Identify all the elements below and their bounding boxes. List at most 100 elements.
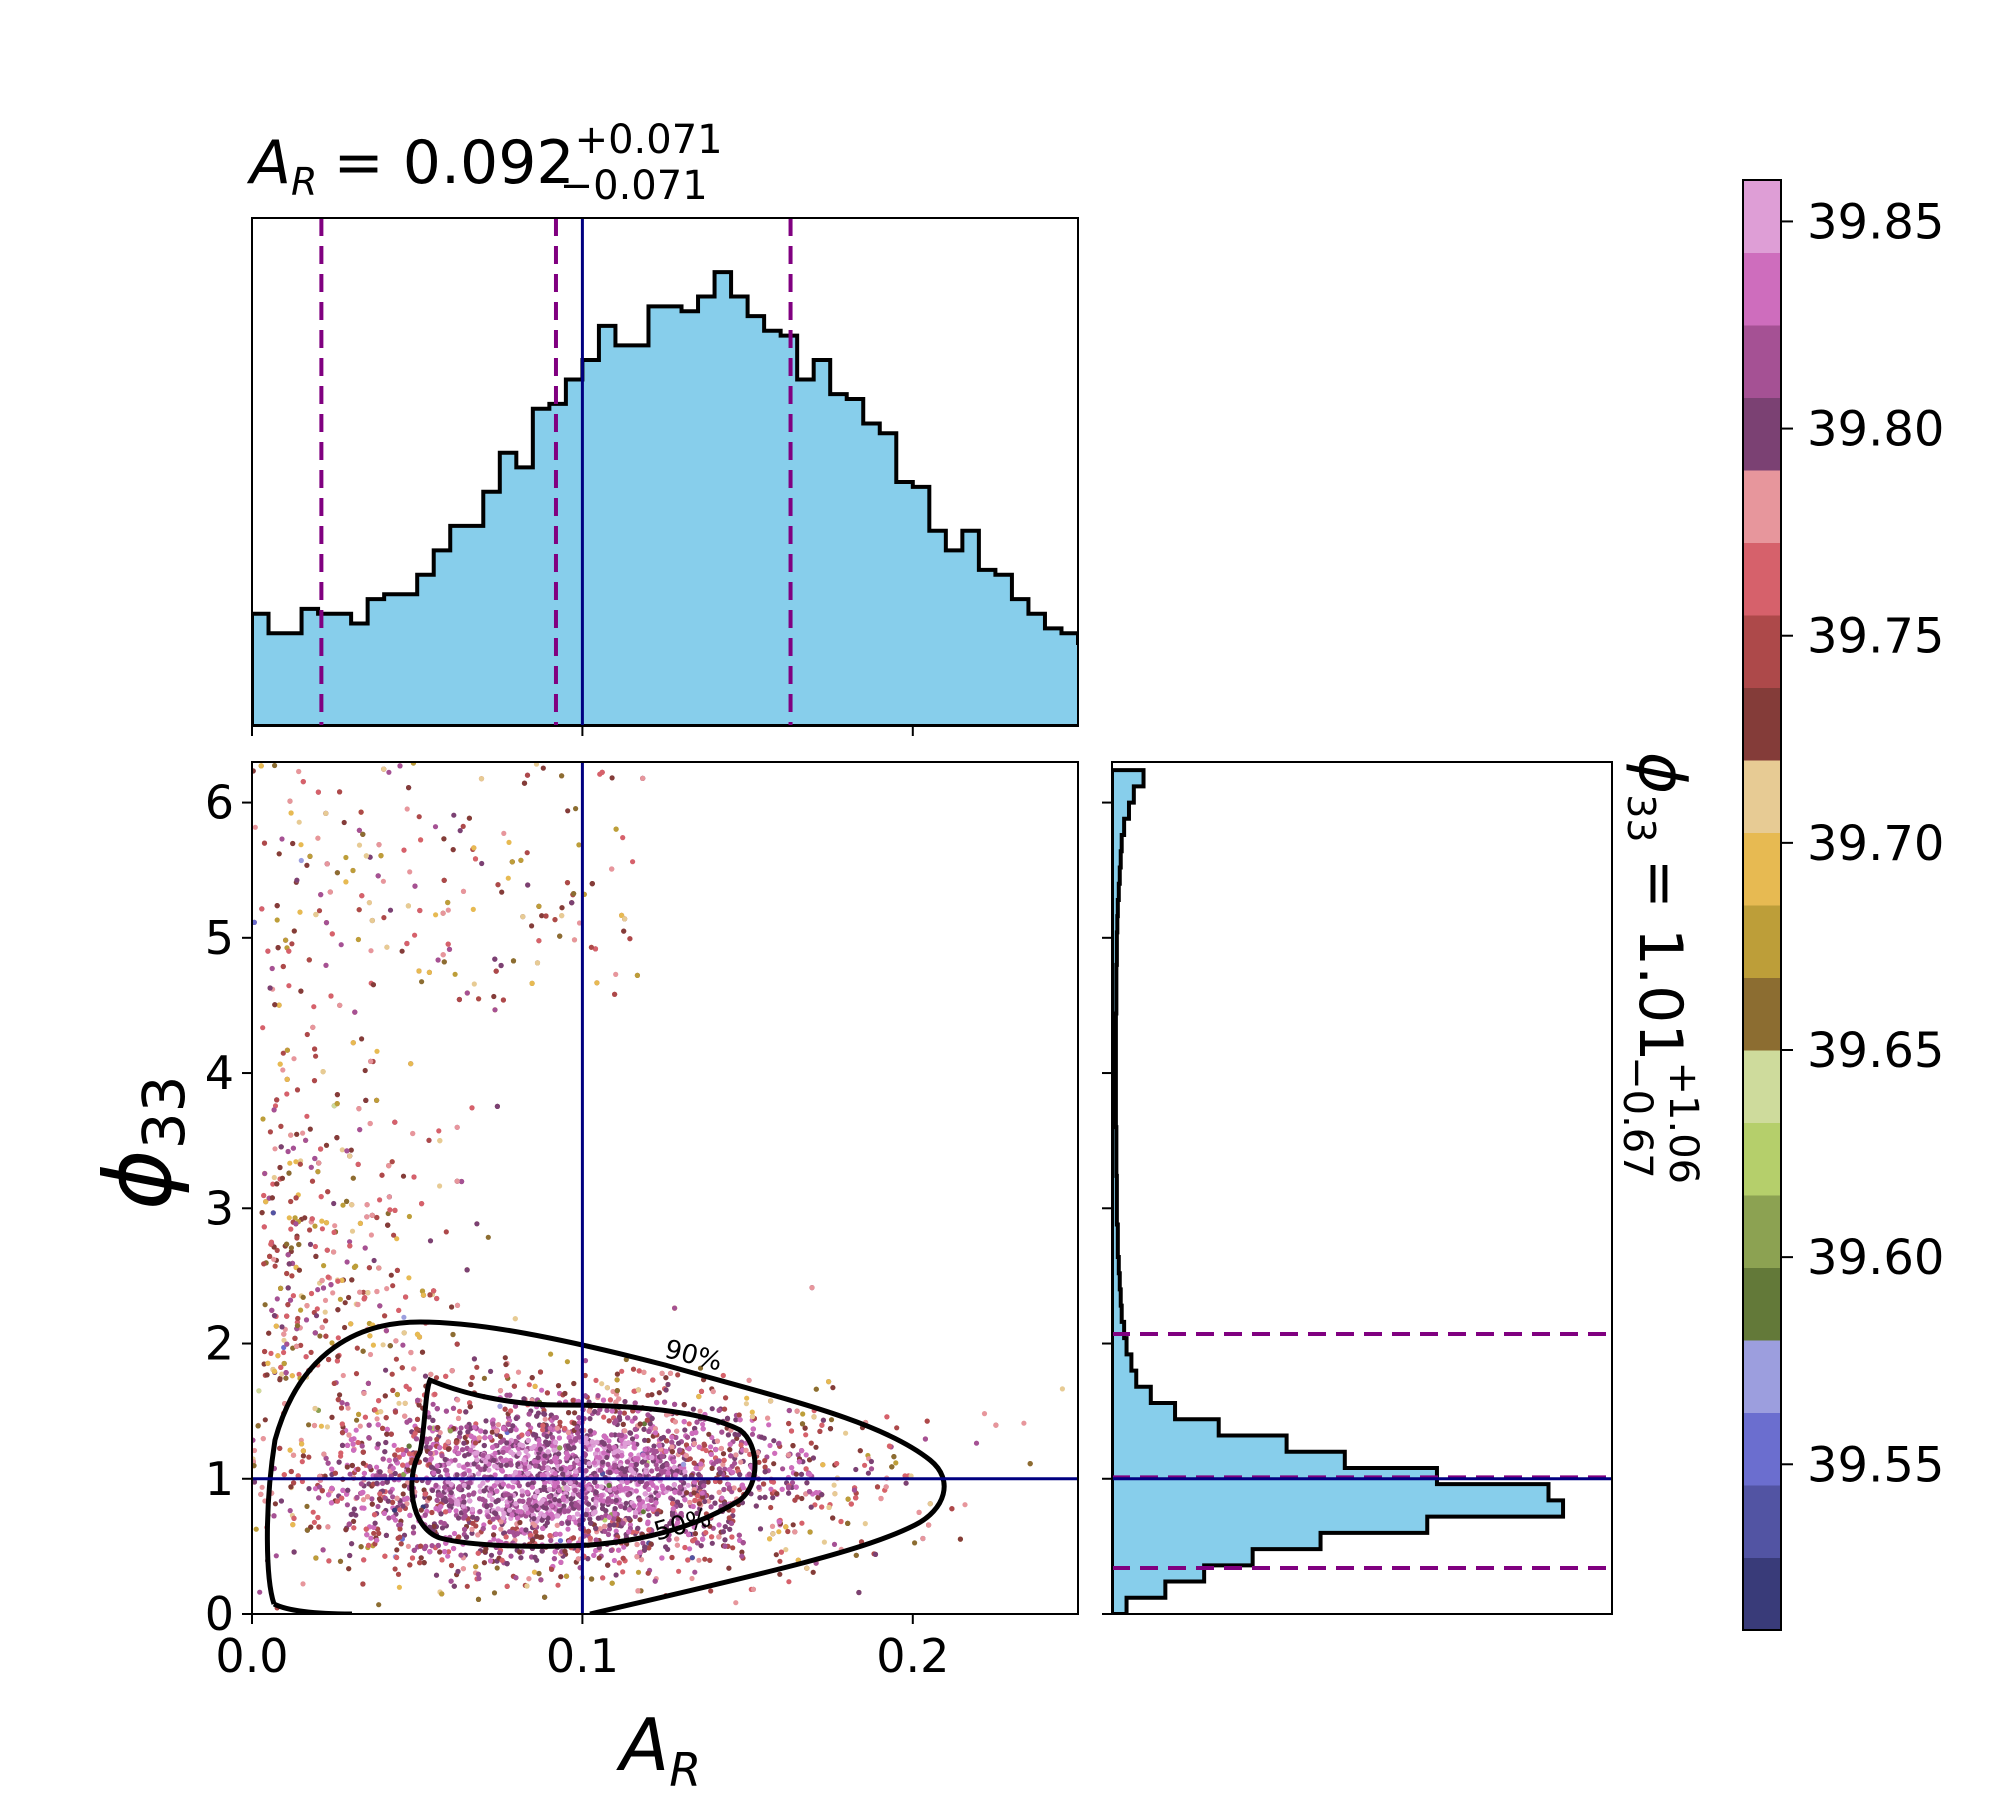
scatter-point [557, 1538, 564, 1544]
scatter-point [362, 1414, 368, 1420]
scatter-point [443, 1229, 449, 1235]
scatter-point [330, 1290, 336, 1296]
scatter-point [676, 1568, 682, 1574]
scatter-point [307, 1126, 313, 1132]
scatter-point [279, 1371, 285, 1377]
scatter-point [437, 1183, 443, 1189]
scatter-point [529, 923, 535, 929]
scatter-point [469, 1530, 475, 1536]
scatter-point [786, 1579, 792, 1585]
scatter-point [599, 1381, 605, 1387]
scatter-point [387, 907, 394, 913]
scatter-point [377, 1197, 383, 1203]
scatter-point [298, 1307, 304, 1313]
scatter-point [687, 1499, 693, 1506]
scatter-point [613, 826, 619, 832]
scatter-point [492, 1472, 498, 1478]
scatter-point [633, 1488, 639, 1494]
scatter-point [722, 1524, 728, 1530]
scatter-point [862, 1521, 868, 1527]
scatter-point [739, 1549, 745, 1555]
scatter-point [322, 1297, 329, 1303]
scatter-point [454, 1472, 460, 1478]
scatter-point [652, 1578, 658, 1584]
scatter-point [439, 1557, 445, 1563]
scatter-point [267, 1129, 273, 1135]
scatter-point [773, 1552, 779, 1558]
scatter-point [343, 879, 349, 885]
scatter-point [828, 1417, 835, 1423]
scatter-point [601, 1414, 607, 1420]
scatter-point [508, 1408, 514, 1414]
scatter-point [374, 1416, 380, 1422]
scatter-point [318, 892, 324, 898]
scatter-point [762, 1458, 768, 1464]
scatter-point [312, 1486, 319, 1492]
scatter-point [392, 1566, 398, 1572]
scatter-point [534, 1488, 540, 1495]
scatter-point [489, 1496, 495, 1503]
scatter-point [902, 1473, 908, 1479]
scatter-point [382, 1449, 388, 1455]
scatter-point [455, 1415, 462, 1421]
scatter-point [604, 1454, 610, 1460]
scatter-point [276, 1002, 282, 1008]
scatter-point [495, 1422, 501, 1428]
scatter-point [683, 1442, 690, 1448]
scatter-point [532, 1383, 538, 1389]
scatter-point [766, 1422, 772, 1428]
scatter-point [627, 936, 633, 942]
scatter-point [529, 1480, 535, 1486]
scatter-point [390, 1283, 396, 1289]
title-ar-value: = 0.092 [333, 128, 574, 198]
scatter-point [504, 1440, 510, 1446]
scatter-point [733, 1600, 739, 1606]
scatter-point [605, 1531, 612, 1538]
scatter-point [647, 1421, 653, 1427]
scatter-point [709, 1540, 715, 1546]
scatter-point [635, 1525, 641, 1531]
scatter-point [453, 1508, 459, 1514]
scatter-point [576, 842, 582, 848]
scatter-point [331, 1229, 337, 1235]
scatter-point [548, 1537, 554, 1544]
scatter-point [288, 1226, 294, 1232]
scatter-point [446, 1460, 452, 1467]
scatter-point [539, 1387, 545, 1393]
scatter-point [550, 1443, 556, 1449]
scatter-point [497, 1388, 504, 1394]
scatter-point [422, 1545, 428, 1552]
scatter-point [593, 1377, 599, 1383]
scatter-point [776, 1529, 782, 1535]
scatter-point [495, 882, 501, 888]
scatter-point [295, 1473, 301, 1479]
scatter-point [323, 1455, 329, 1461]
scatter-point [291, 928, 297, 934]
scatter-point [272, 1146, 278, 1152]
scatter-point [591, 1552, 597, 1558]
scatter-point [619, 1368, 625, 1374]
scatter-point [396, 1307, 402, 1313]
scatter-point [731, 1485, 737, 1491]
scatter-point [323, 920, 330, 926]
scatter-point [356, 1106, 362, 1112]
scatter-point [290, 840, 296, 847]
scatter-point [692, 1531, 699, 1537]
scatter-point [326, 1558, 332, 1564]
scatter-point [306, 1422, 312, 1428]
scatter-point [543, 1426, 549, 1433]
scatter-point [329, 1466, 335, 1472]
scatter-point [389, 1159, 395, 1165]
scatter-point [271, 1313, 278, 1319]
scatter-point [872, 1551, 879, 1557]
scatter-point [725, 1432, 732, 1438]
scatter-point [400, 1491, 406, 1497]
scatter-point [403, 1447, 409, 1454]
scatter-point [768, 1504, 774, 1511]
scatter-point [457, 1408, 463, 1414]
scatter-point [407, 869, 413, 875]
scatter-point [808, 1440, 814, 1446]
scatter-point [611, 1557, 618, 1564]
scatter-point [329, 1340, 335, 1346]
